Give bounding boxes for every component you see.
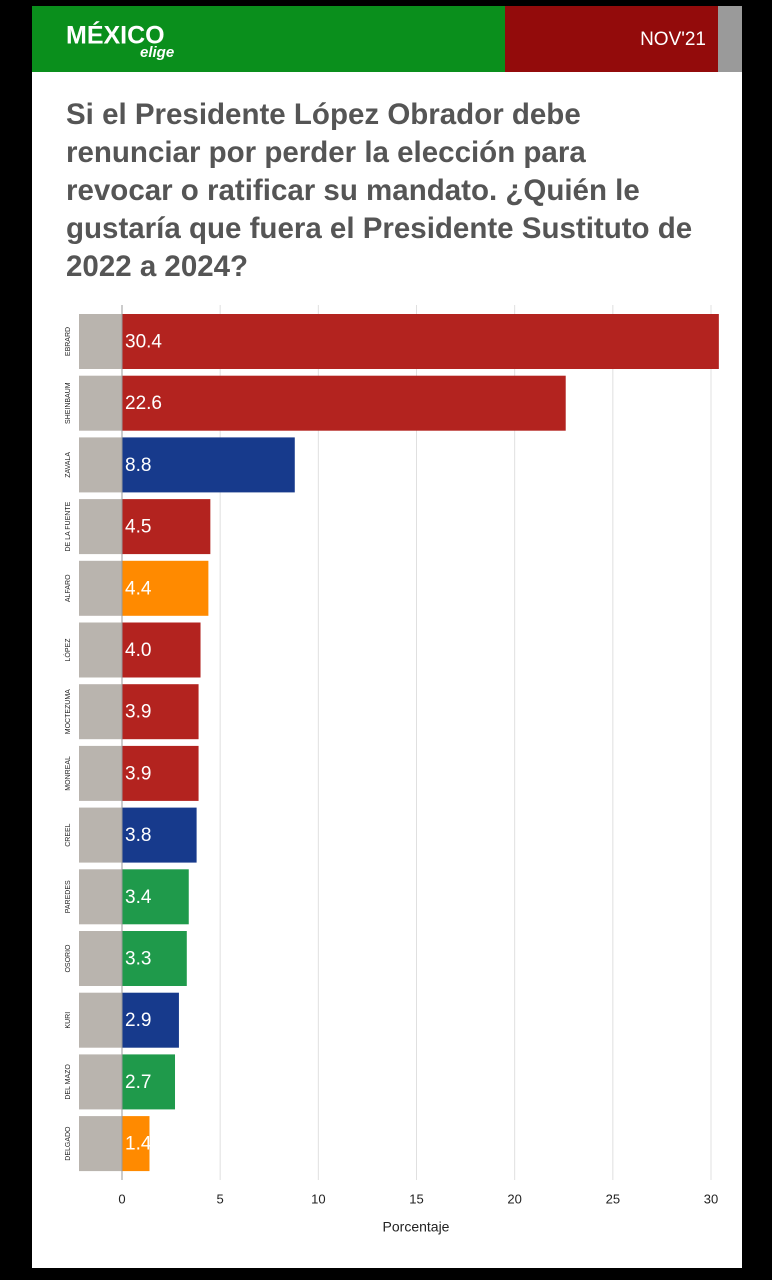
bar xyxy=(122,437,295,493)
photo xyxy=(79,992,122,1048)
bar xyxy=(122,745,199,801)
bar xyxy=(122,684,199,740)
photo xyxy=(79,1116,122,1172)
y-tick-label: MOCTEZUMA xyxy=(65,689,72,734)
y-tick-label: MONREAL xyxy=(65,756,72,791)
bar xyxy=(122,560,209,616)
y-tick-label: KURI xyxy=(65,1012,72,1029)
header-grey xyxy=(718,6,742,72)
value-label: 3.8 xyxy=(125,825,151,846)
photo xyxy=(79,437,122,493)
photo xyxy=(79,375,122,431)
bar xyxy=(122,869,189,925)
photo xyxy=(79,622,122,678)
value-label: 3.9 xyxy=(125,763,151,784)
date: NOV'21 xyxy=(640,29,706,50)
x-tick-label: 30 xyxy=(704,1191,718,1206)
photo xyxy=(79,1054,122,1110)
value-label: 22.6 xyxy=(125,393,162,414)
bar xyxy=(122,1054,176,1110)
x-tick-label: 20 xyxy=(507,1191,521,1206)
bar xyxy=(122,375,566,431)
x-tick-label: 0 xyxy=(118,1191,125,1206)
value-label: 30.4 xyxy=(125,332,162,353)
bar xyxy=(122,807,197,863)
photo xyxy=(79,869,122,925)
y-tick-label: EBRARD xyxy=(65,327,72,356)
y-tick-label: ZAVALA xyxy=(65,452,72,478)
y-tick-label: ALFARO xyxy=(65,574,72,602)
value-label: 3.9 xyxy=(125,702,151,723)
logo-sub: elige xyxy=(140,44,174,61)
y-tick-label: DE LA FUENTE xyxy=(65,501,72,551)
bar xyxy=(122,314,719,369)
value-label: 2.9 xyxy=(125,1010,151,1031)
value-label: 4.0 xyxy=(125,640,151,661)
x-tick-label: 25 xyxy=(606,1191,620,1206)
photo xyxy=(79,314,122,369)
y-tick-label: DELGADO xyxy=(65,1126,72,1161)
y-tick-label: OSORIO xyxy=(65,944,72,973)
photo xyxy=(79,499,122,555)
x-tick-label: 10 xyxy=(311,1191,325,1206)
y-tick-label: DEL MAZO xyxy=(65,1064,72,1100)
header-red xyxy=(505,6,718,72)
value-label: 3.3 xyxy=(125,949,151,970)
photo xyxy=(79,807,122,863)
y-tick-label: SHEINBAUM xyxy=(65,382,72,424)
bar xyxy=(122,931,187,986)
y-tick-label: CREEL xyxy=(65,823,72,846)
photo xyxy=(79,684,122,740)
logo: MÉXICO xyxy=(66,21,165,50)
bar xyxy=(122,992,179,1048)
photo xyxy=(79,560,122,616)
value-label: 3.4 xyxy=(125,887,152,908)
bar xyxy=(122,1116,150,1172)
x-tick-label: 5 xyxy=(217,1191,224,1206)
y-tick-label: PAREDES xyxy=(65,880,72,913)
value-label: 2.7 xyxy=(125,1072,151,1093)
value-label: 4.4 xyxy=(125,578,152,599)
value-label: 1.4 xyxy=(125,1134,152,1155)
photo xyxy=(79,745,122,801)
bar xyxy=(122,622,201,678)
chart-title: Si el Presidente López Obrador debe renu… xyxy=(66,98,693,283)
value-label: 4.5 xyxy=(125,517,151,538)
y-tick-label: LÓPEZ xyxy=(63,638,72,662)
bar xyxy=(122,499,211,555)
header-green xyxy=(32,6,505,72)
value-label: 8.8 xyxy=(125,455,151,476)
x-axis-label: Porcentaje xyxy=(383,1219,450,1235)
x-tick-label: 15 xyxy=(409,1191,423,1206)
photo xyxy=(79,931,122,986)
